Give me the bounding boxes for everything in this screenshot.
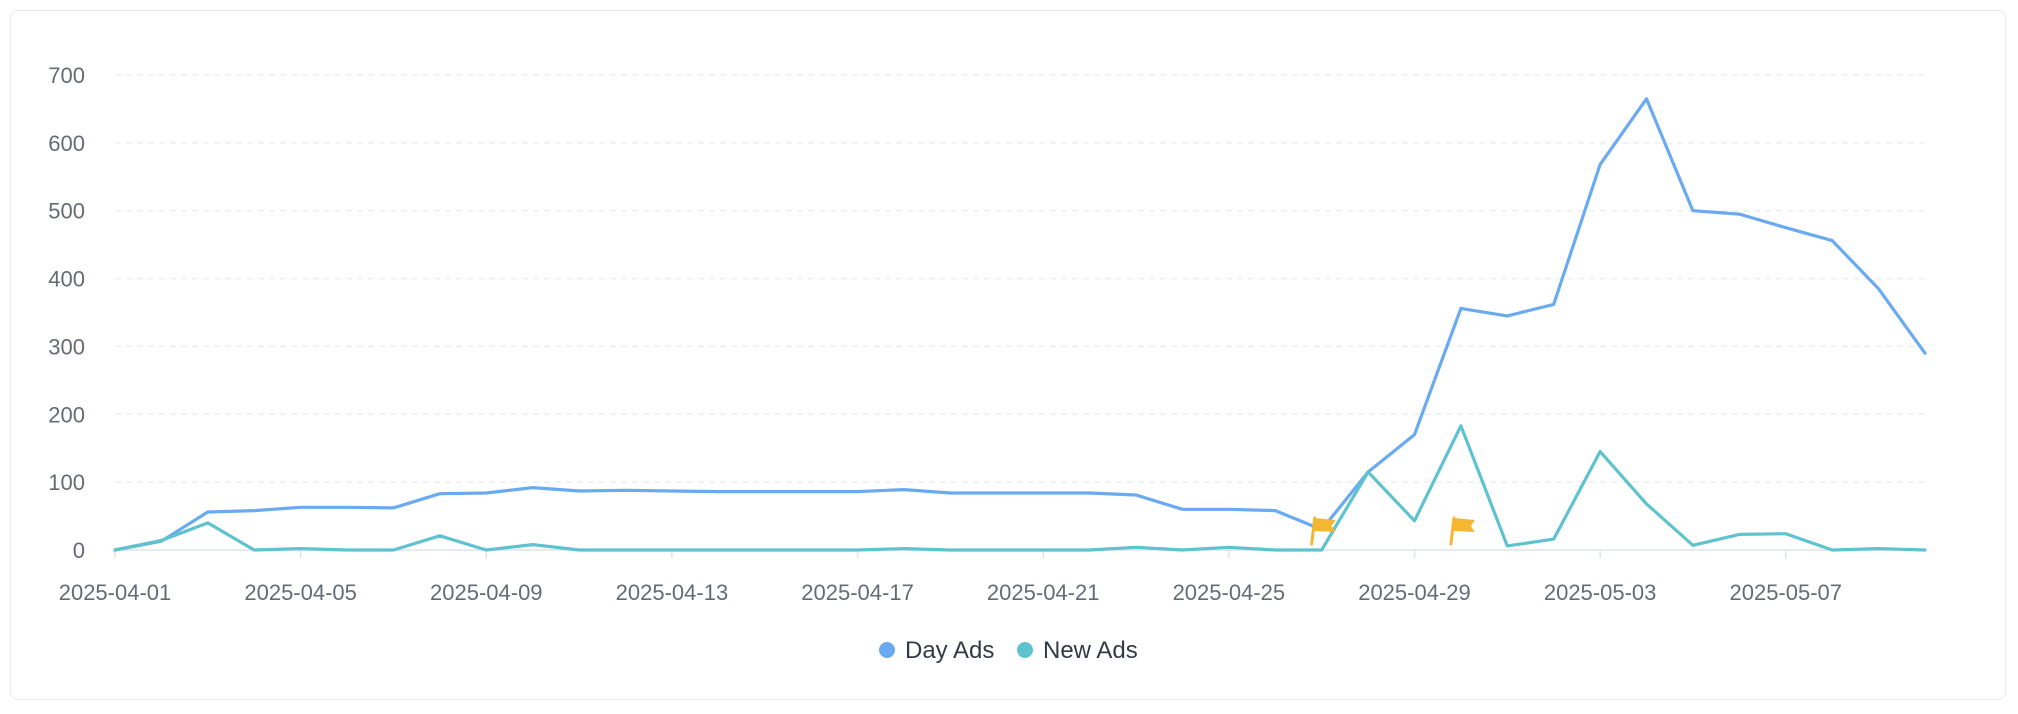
flag-pole [1449,516,1456,546]
flag-pole [1310,516,1317,546]
series-line-new-ads[interactable] [113,424,1927,552]
series-lines [113,97,1927,552]
y-tick-label: 400 [48,267,85,292]
y-tick-label: 600 [48,131,85,156]
flag-icon[interactable] [1310,516,1336,546]
x-tick-label: 2025-04-01 [59,580,172,605]
flag-icon[interactable] [1449,516,1475,546]
y-tick-label: 500 [48,199,85,224]
y-tick-label: 100 [48,470,85,495]
legend[interactable]: Day Ads New Ads [879,637,1138,664]
series-line-day-ads[interactable] [113,97,1927,552]
legend-item[interactable]: Day Ads [879,637,994,664]
x-tick-label: 2025-05-07 [1729,580,1842,605]
grid [115,74,1925,483]
y-tick-label: 300 [48,334,85,359]
legend-swatch [1017,642,1033,658]
x-tick-label: 2025-04-25 [1173,580,1286,605]
legend-item[interactable]: New Ads [1017,637,1138,664]
x-axis: 2025-04-01 2025-04-05 2025-04-09 2025-04-13… [59,549,1925,605]
x-tick-label: 2025-04-21 [987,580,1100,605]
legend-swatch [879,642,895,658]
y-axis: 0 100 200 300 400 500 600 700 [48,63,85,563]
y-tick-label: 200 [48,402,85,427]
chart-card [10,10,2006,700]
x-tick-label: 2025-04-13 [616,580,729,605]
markers [1310,516,1475,546]
legend-label: Day Ads [905,637,994,664]
x-tick-label: 2025-04-29 [1358,580,1471,605]
x-tick-label: 2025-04-05 [244,580,357,605]
flag-cloth [1314,518,1336,532]
legend-label: New Ads [1043,637,1138,664]
y-tick-label: 700 [48,63,85,88]
x-tick-label: 2025-04-17 [801,580,914,605]
flag-cloth [1453,518,1475,532]
x-tick-label: 2025-04-09 [430,580,543,605]
x-tick-label: 2025-05-03 [1544,580,1657,605]
y-tick-label: 0 [73,538,85,563]
